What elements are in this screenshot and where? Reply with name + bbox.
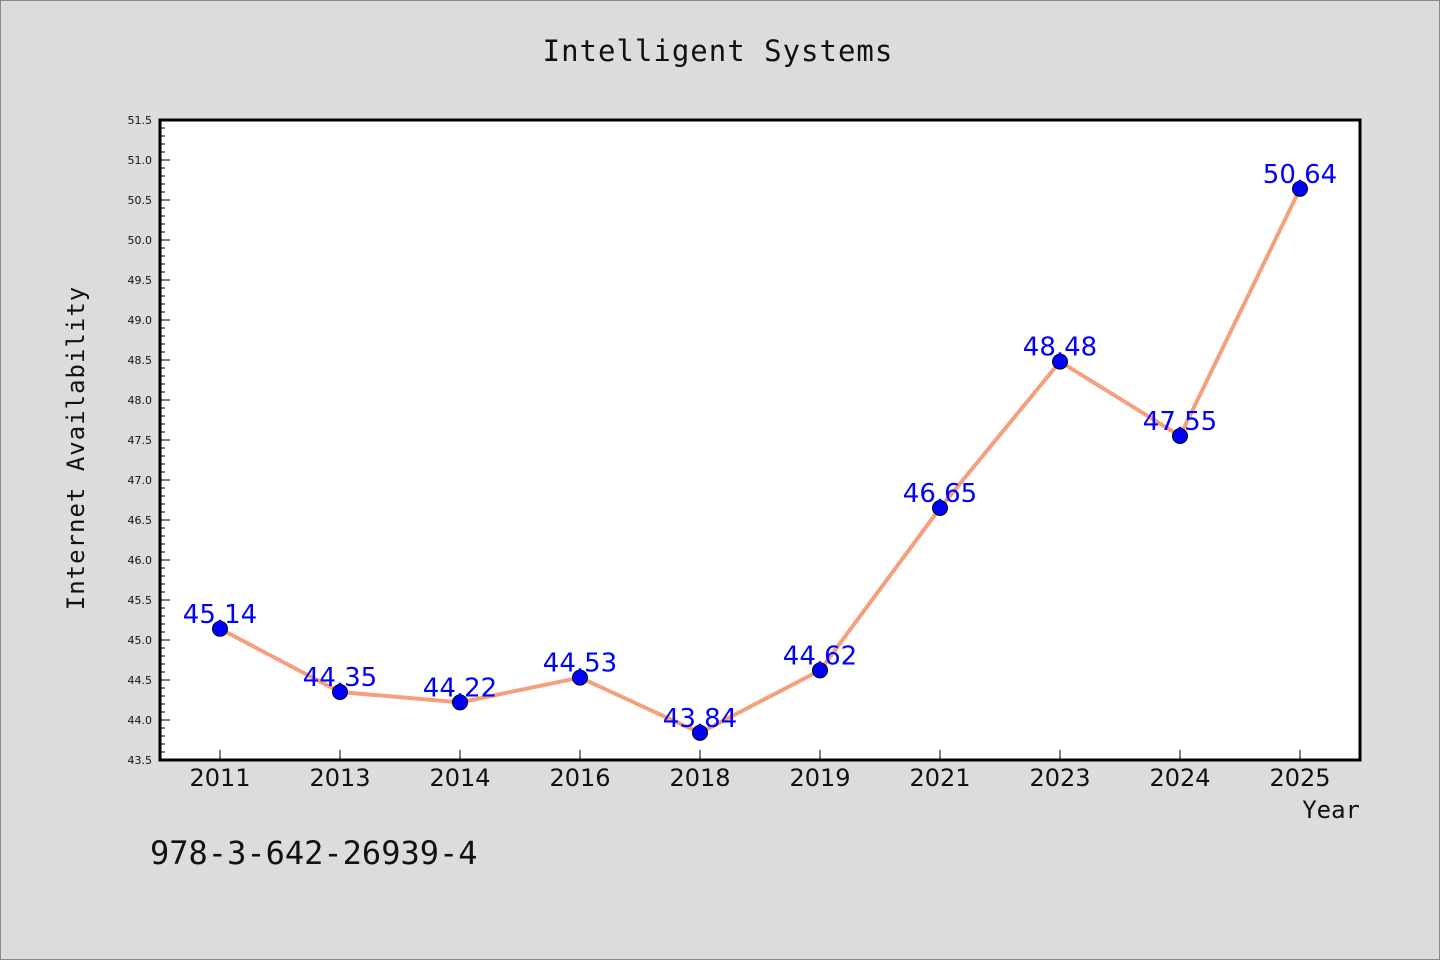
x-tick-label: 2024 (1149, 764, 1210, 792)
data-point (812, 662, 828, 679)
data-point (1172, 428, 1188, 444)
data-point (1292, 180, 1308, 197)
x-tick-label: 2018 (669, 764, 730, 792)
x-tick-label: 2013 (309, 764, 370, 792)
data-label: 45.14 (183, 600, 257, 630)
y-tick-label: 48.5 (128, 354, 153, 367)
data-point (692, 724, 708, 741)
y-tick-label: 45.5 (128, 594, 153, 607)
x-tick-label: 2019 (789, 764, 850, 792)
y-tick-label: 50.0 (128, 234, 153, 247)
y-tick-label: 43.5 (128, 754, 153, 767)
y-tick-label: 44.5 (128, 674, 153, 687)
data-label: 47.55 (1143, 407, 1217, 437)
y-tick-label: 49.5 (128, 274, 153, 287)
y-tick-label: 45.0 (128, 634, 153, 647)
x-tick-label: 2016 (549, 764, 610, 792)
data-label: 44.62 (783, 641, 857, 671)
data-point (932, 500, 948, 516)
y-tick-label: 49.0 (128, 314, 153, 327)
data-label: 50.64 (1263, 160, 1337, 190)
data-label: 44.22 (423, 673, 497, 703)
x-tick-label: 2021 (909, 764, 970, 792)
y-tick-label: 48.0 (128, 394, 153, 407)
y-tick-label: 51.5 (128, 114, 153, 127)
data-point (452, 694, 468, 711)
data-point (332, 684, 348, 700)
x-tick-label: 2023 (1029, 764, 1090, 792)
data-point (1052, 353, 1068, 370)
y-tick-label: 47.0 (128, 474, 153, 487)
y-tick-label: 44.0 (128, 714, 153, 727)
data-label: 43.84 (663, 704, 737, 734)
data-label: 44.53 (543, 649, 617, 679)
series-line (218, 186, 1302, 735)
isbn-text: 978-3-642-26939-4 (150, 834, 478, 872)
data-label: 48.48 (1023, 333, 1097, 363)
y-tick-label: 46.5 (128, 514, 153, 527)
y-tick-label: 51.0 (128, 154, 153, 167)
x-tick-label: 2014 (429, 764, 490, 792)
plot-area (158, 118, 1362, 762)
x-tick-label: 2025 (1269, 764, 1330, 792)
data-label: 46.65 (903, 479, 977, 509)
y-tick-label: 47.5 (128, 434, 153, 447)
data-label: 44.35 (303, 663, 377, 693)
chart-title: Intelligent Systems (542, 34, 894, 68)
x-tick-label: 2011 (189, 764, 250, 792)
y-tick-label: 46.0 (128, 554, 153, 567)
data-point (212, 620, 228, 637)
x-axis-label: Year (1302, 796, 1360, 824)
data-point (572, 669, 588, 686)
y-tick-label: 50.5 (128, 194, 153, 207)
